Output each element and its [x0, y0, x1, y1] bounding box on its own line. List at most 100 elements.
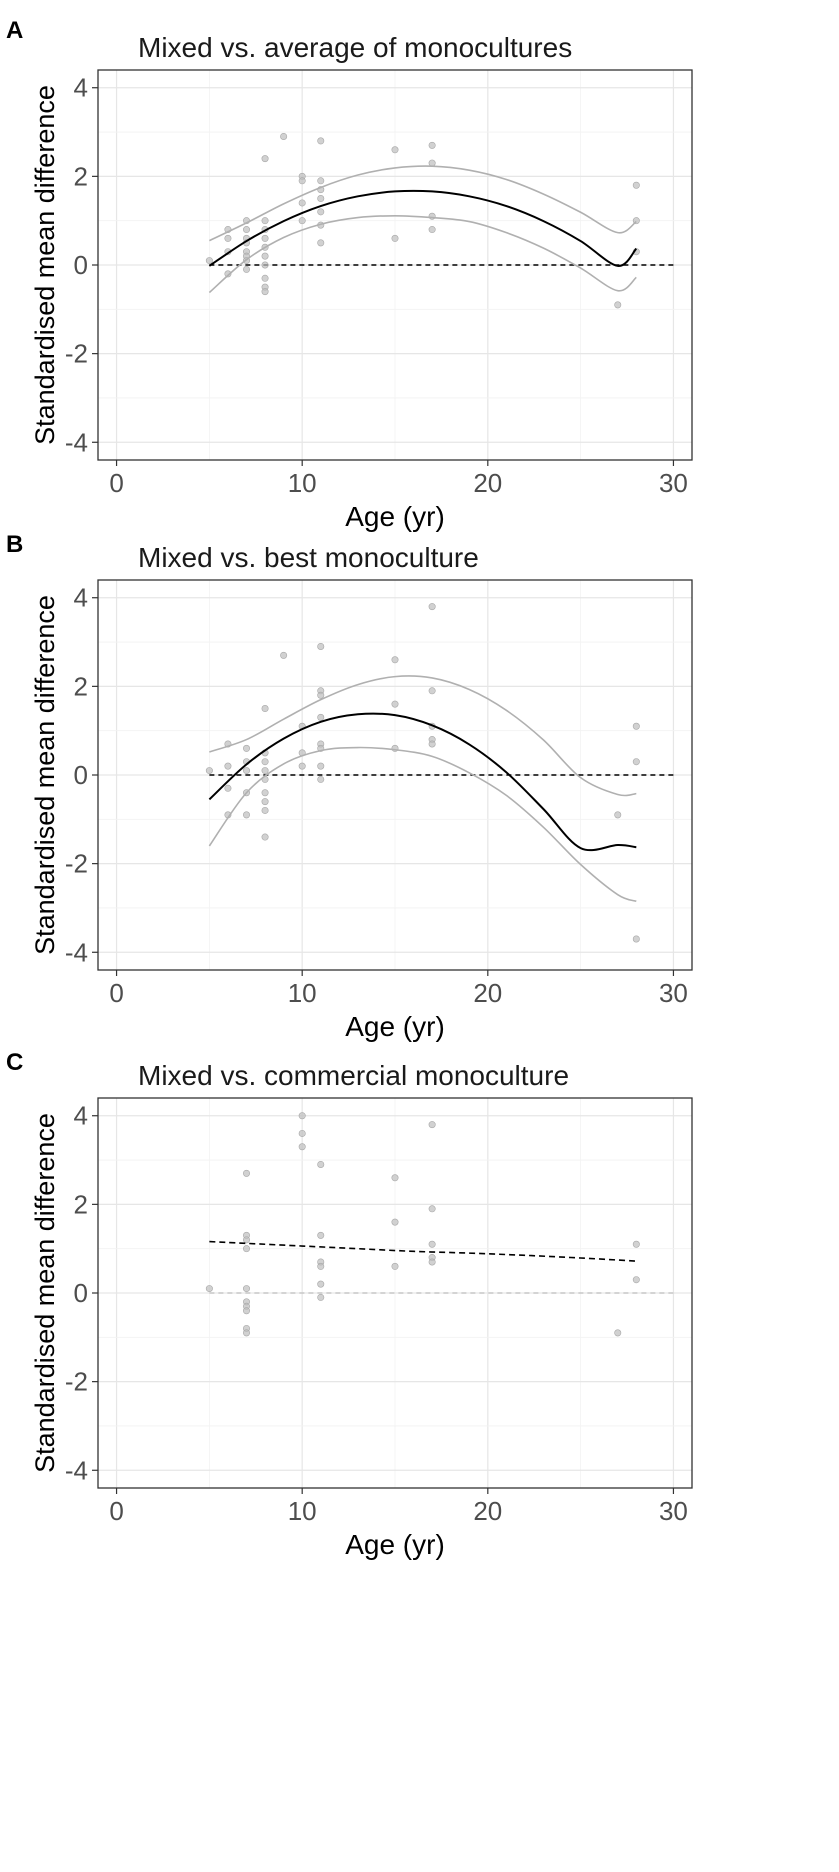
data-point: [317, 762, 325, 770]
data-point: [317, 208, 325, 216]
data-point: [391, 656, 399, 664]
y-axis-label: Standardised mean difference: [30, 595, 60, 955]
data-point: [317, 239, 325, 247]
data-point: [298, 217, 306, 225]
data-point: [261, 705, 269, 713]
y-axis-label: Standardised mean difference: [30, 85, 60, 445]
ci-lower-line: [208, 215, 637, 294]
fit-line: [208, 712, 637, 852]
data-point: [261, 252, 269, 260]
panel-b: B Mixed vs. best monoculture 0 10 20 30 -4 -2 0 2…: [6, 531, 693, 1042]
data-point: [280, 132, 288, 140]
data-point: [205, 767, 213, 775]
data-point: [224, 234, 232, 242]
data-point: [243, 1285, 251, 1293]
ci-upper-line: [209, 675, 637, 797]
panel-letter: C: [6, 1049, 23, 1076]
data-point: [261, 833, 269, 841]
x-tick-label: 20: [473, 1496, 502, 1526]
data-point: [261, 789, 269, 797]
panel-letter: B: [6, 531, 23, 558]
data-point: [428, 603, 436, 611]
data-point: [261, 261, 269, 269]
y-tick-label: -4: [65, 1455, 88, 1485]
data-point: [243, 1307, 251, 1315]
data-point: [391, 146, 399, 154]
data-point: [632, 935, 640, 943]
x-tick-label: 10: [288, 468, 317, 498]
data-point: [298, 199, 306, 207]
data-point: [428, 226, 436, 234]
data-point: [317, 1262, 325, 1270]
data-point: [391, 234, 399, 242]
data-point: [317, 1231, 325, 1239]
data-point: [317, 1293, 325, 1301]
y-tick-label: 4: [74, 73, 88, 103]
y-tick-label: -4: [65, 937, 88, 967]
data-point: [632, 181, 640, 189]
data-point: [261, 798, 269, 806]
data-point: [205, 257, 213, 265]
chart-title: Mixed vs. average of monocultures: [138, 32, 572, 63]
x-tick-label: 30: [659, 978, 688, 1008]
data-point: [391, 1218, 399, 1226]
data-point: [224, 762, 232, 770]
y-axis-label: Standardised mean difference: [30, 1113, 60, 1473]
x-axis-label: Age (yr): [345, 501, 445, 532]
y-tick-label: -4: [65, 427, 88, 457]
data-point: [428, 1121, 436, 1129]
data-point: [243, 767, 251, 775]
data-point: [298, 762, 306, 770]
x-tick-label: 20: [473, 978, 502, 1008]
data-point: [632, 1240, 640, 1248]
data-point: [243, 1169, 251, 1177]
chart-title: Mixed vs. commercial monoculture: [138, 1060, 569, 1091]
data-point: [317, 691, 325, 699]
data-point: [632, 722, 640, 730]
data-point: [261, 155, 269, 163]
data-point: [428, 159, 436, 167]
data-point: [261, 758, 269, 766]
fit-line: [209, 1240, 637, 1262]
panel-letter: A: [6, 17, 23, 44]
data-point: [317, 775, 325, 783]
data-point: [205, 1285, 213, 1293]
data-point: [243, 226, 251, 234]
y-tick-label: -2: [65, 339, 88, 369]
y-tick-label: 2: [74, 1189, 88, 1219]
gridlines: [98, 70, 692, 460]
data-point: [317, 642, 325, 650]
fit-line: [208, 189, 638, 267]
data-point: [317, 137, 325, 145]
y-tick-label: -2: [65, 849, 88, 879]
data-point: [243, 1329, 251, 1337]
data-point: [280, 651, 288, 659]
data-point: [632, 1276, 640, 1284]
x-tick-label: 20: [473, 468, 502, 498]
data-point: [261, 274, 269, 282]
data-point: [428, 1205, 436, 1213]
data-point: [317, 177, 325, 185]
y-tick-label: 4: [74, 1101, 88, 1131]
gridlines: [98, 1098, 692, 1488]
data-point: [224, 784, 232, 792]
data-point: [261, 234, 269, 242]
x-tick-label: 30: [659, 468, 688, 498]
data-point: [428, 687, 436, 695]
x-tick-label: 0: [109, 978, 123, 1008]
x-axis-label: Age (yr): [345, 1011, 445, 1042]
y-tick-label: 2: [74, 161, 88, 191]
data-point: [614, 811, 622, 819]
y-tick-label: 4: [74, 583, 88, 613]
x-tick-label: 10: [288, 978, 317, 1008]
data-point: [317, 1280, 325, 1288]
data-point: [243, 1236, 251, 1244]
y-tick-label: 0: [74, 250, 88, 280]
x-tick-label: 0: [109, 468, 123, 498]
data-point: [428, 141, 436, 149]
data-point: [298, 1129, 306, 1137]
x-tick-label: 0: [109, 1496, 123, 1526]
data-points: [205, 1112, 640, 1337]
